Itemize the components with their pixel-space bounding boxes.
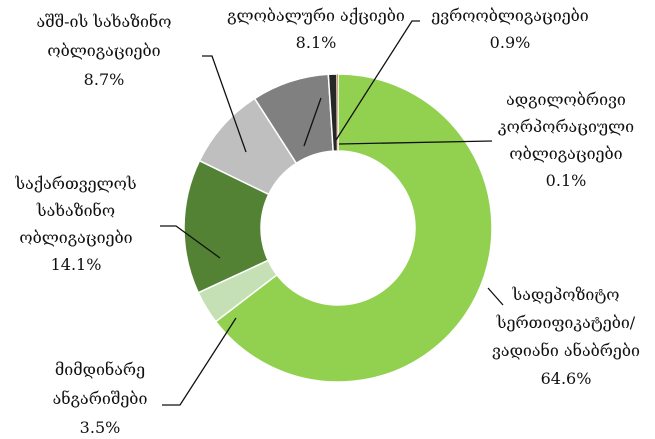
label-line: ადგილობრივი <box>506 90 626 109</box>
data-label: ევროობლიგაციები 0.9% <box>431 6 589 52</box>
value-label: 14.1% <box>51 255 102 274</box>
data-label: გლობალური აქციები 8.1% <box>227 6 405 52</box>
value-label: 8.7% <box>84 70 125 89</box>
leader-line <box>202 55 247 153</box>
leader-line <box>303 97 322 147</box>
data-label: აშშ-ის სახაზინო ობლიგაციები 8.7% <box>36 12 171 89</box>
label-line: ობლიგაციები <box>19 228 132 247</box>
data-label: მიმდინარე ანგარიშები 3.5% <box>53 360 148 437</box>
donut-segment <box>336 73 339 152</box>
data-label: სადეპოზიტო სერთიფიკატები/ვადიანი ანაბრები… <box>492 285 640 388</box>
label-line: ობლიგაციები <box>509 144 622 163</box>
leader-line <box>160 225 221 259</box>
label-line: ევროობლიგაციები <box>431 6 589 25</box>
label-line: ობლიგაციები <box>47 41 160 60</box>
label-line: მიმდინარე <box>55 360 145 379</box>
label-line: აშშ-ის სახაზინო <box>36 12 171 31</box>
data-label: საქართველოს სახაზინო ობლიგაციები 14.1% <box>14 174 136 274</box>
label-line: სახაზინო <box>36 201 115 220</box>
value-label: 0.1% <box>546 171 587 190</box>
leader-line <box>335 20 420 141</box>
leader-line <box>487 287 504 306</box>
leader-line <box>338 140 493 145</box>
leader-line <box>162 317 237 406</box>
label-line: გლობალური აქციები <box>227 6 405 25</box>
data-label: ადგილობრივი კორპორაციული ობლიგაციები 0.1% <box>498 90 634 190</box>
label-line: კორპორაციული <box>498 117 634 136</box>
label-line: ანგარიშები <box>53 389 148 408</box>
value-label: 8.1% <box>296 33 337 52</box>
label-line: საქართველოს <box>14 174 136 193</box>
label-line: სერთიფიკატები/ <box>496 313 636 332</box>
label-line: ვადიანი ანაბრები <box>492 341 640 360</box>
donut-segment <box>214 73 493 383</box>
value-label: 64.6% <box>541 369 592 388</box>
value-label: 3.5% <box>80 418 121 437</box>
value-label: 0.9% <box>490 33 531 52</box>
label-line: სადეპოზიტო <box>511 285 619 304</box>
